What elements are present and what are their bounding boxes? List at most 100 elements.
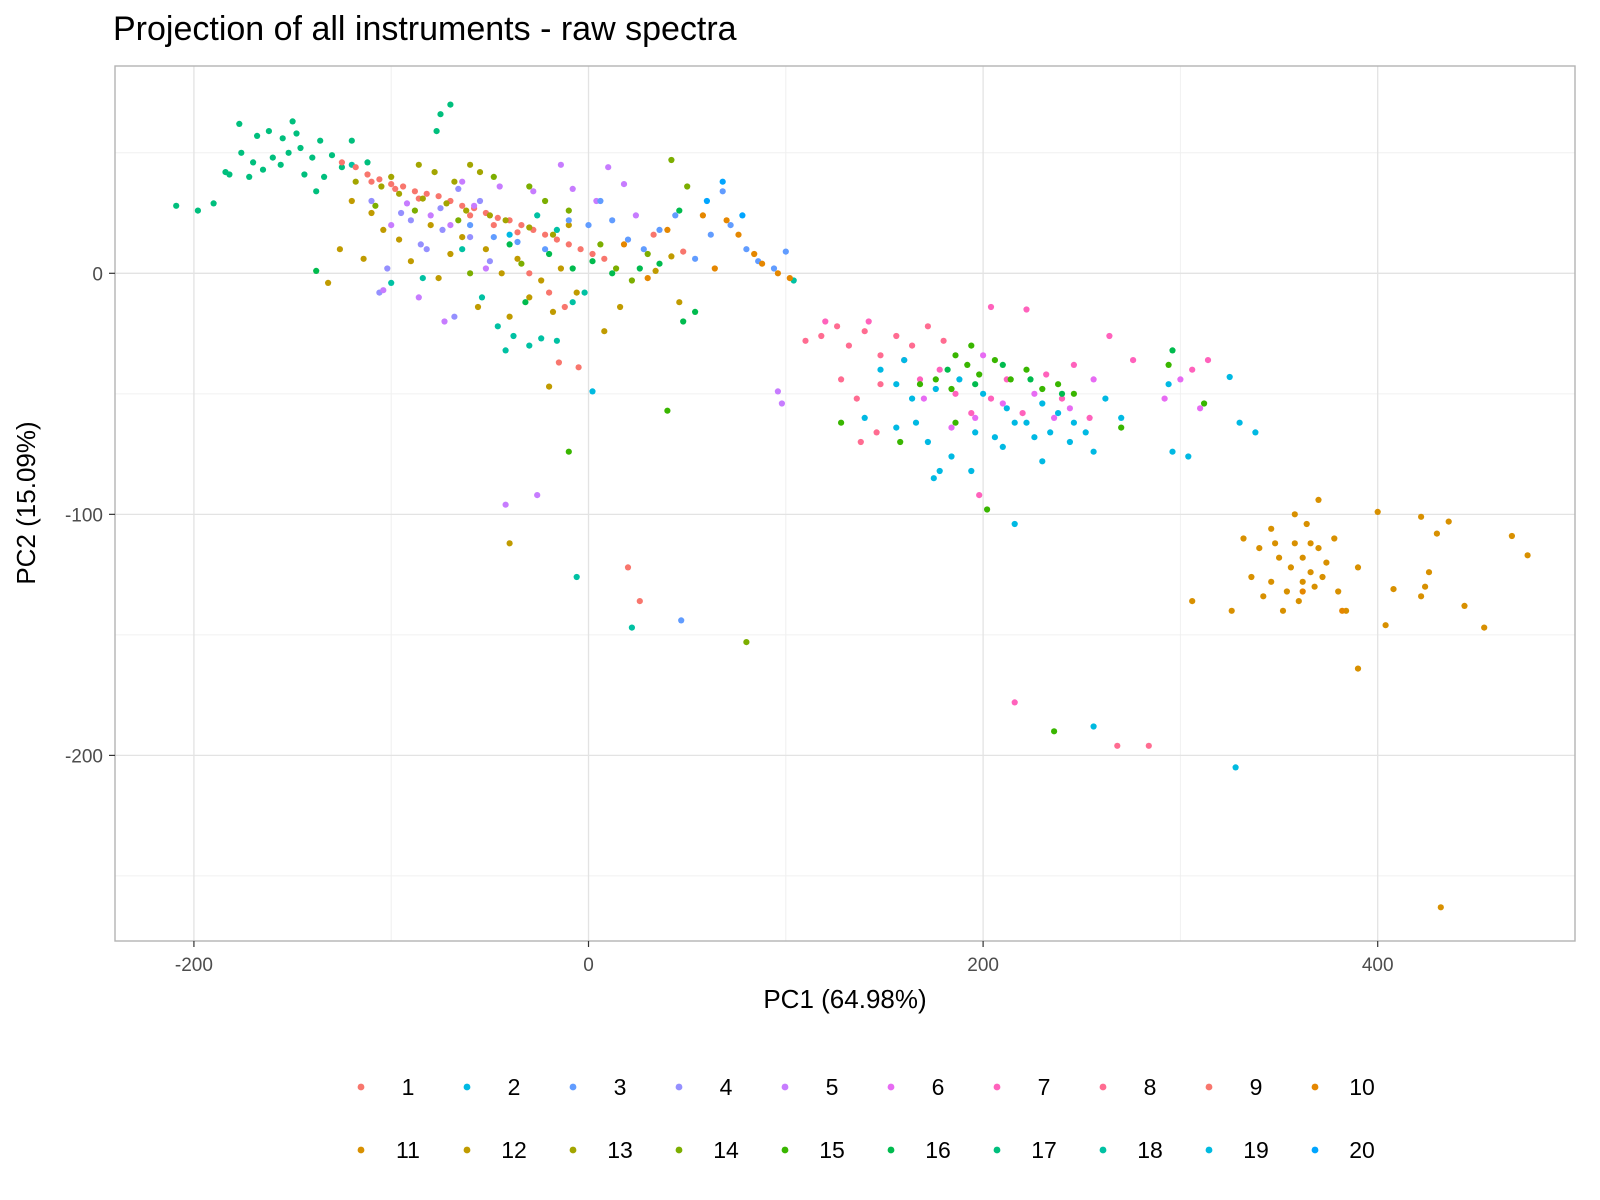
data-point-17 <box>309 154 316 161</box>
data-point-2 <box>1070 419 1077 426</box>
data-point-14 <box>565 207 572 214</box>
data-point-18 <box>538 335 545 342</box>
data-point-3 <box>597 197 604 205</box>
legend-label-5: 5 <box>826 1074 839 1100</box>
x-axis-title: PC1 (64.98%) <box>763 984 926 1014</box>
data-point-17 <box>277 161 284 168</box>
data-point-14 <box>613 265 620 272</box>
data-point-1 <box>400 183 407 190</box>
data-point-3 <box>743 246 750 253</box>
data-point-17 <box>285 149 292 156</box>
data-point-15 <box>565 448 572 455</box>
data-point-19 <box>1232 764 1239 771</box>
data-point-2 <box>968 467 975 475</box>
data-point-15 <box>964 361 971 368</box>
data-point-13 <box>388 173 395 180</box>
data-point-2 <box>1039 458 1046 465</box>
data-point-11 <box>1287 564 1294 571</box>
data-point-3 <box>770 265 778 272</box>
data-point-15 <box>1070 390 1077 397</box>
data-point-7 <box>822 318 829 325</box>
data-point-11 <box>1307 540 1314 547</box>
data-point-2 <box>1055 410 1062 417</box>
data-point-12 <box>617 303 624 311</box>
x-tick-label: 400 <box>1362 955 1394 976</box>
data-point-7 <box>987 303 995 311</box>
y-axis-ticks: 0 -100 -200 <box>65 264 115 767</box>
data-point-2 <box>912 419 920 426</box>
data-point-11 <box>1390 586 1397 593</box>
data-point-5 <box>441 318 448 325</box>
data-point-10 <box>1299 588 1306 595</box>
legend-label-6: 6 <box>932 1074 945 1100</box>
data-point-14 <box>628 277 636 284</box>
data-point-3 <box>585 222 592 229</box>
legend-key-15 <box>781 1146 789 1154</box>
legend-label-15: 15 <box>819 1137 845 1163</box>
data-point-15 <box>1007 376 1014 383</box>
legend-key-2 <box>463 1083 471 1091</box>
data-point-2 <box>893 381 900 388</box>
data-point-13 <box>451 178 458 185</box>
data-point-17 <box>279 135 286 142</box>
data-point-1 <box>459 202 466 209</box>
data-point-2 <box>999 443 1006 450</box>
data-point-1 <box>364 171 371 178</box>
data-point-2 <box>956 376 963 383</box>
data-point-14 <box>372 202 379 209</box>
data-point-15 <box>948 385 955 393</box>
data-point-2 <box>1031 434 1038 441</box>
data-point-1 <box>526 270 533 277</box>
data-point-5 <box>380 287 387 294</box>
data-point-11 <box>1279 607 1287 614</box>
data-point-17 <box>293 130 300 137</box>
data-point-8 <box>838 376 845 383</box>
data-point-8 <box>834 323 841 330</box>
data-point-1 <box>561 303 568 311</box>
data-point-8 <box>1145 742 1152 749</box>
data-point-14 <box>518 260 525 267</box>
data-point-5 <box>632 212 640 219</box>
data-point-7 <box>1086 414 1093 421</box>
data-point-7 <box>1189 366 1196 373</box>
y-axis-title: PC2 (15.09%) <box>11 421 41 584</box>
data-point-5 <box>778 400 786 407</box>
data-point-15 <box>932 376 939 383</box>
data-point-17 <box>348 137 355 144</box>
data-point-16 <box>522 299 529 306</box>
data-point-3 <box>490 234 497 241</box>
data-point-11 <box>1425 569 1433 576</box>
data-point-3 <box>542 246 549 253</box>
data-point-17 <box>437 111 444 118</box>
data-point-5 <box>569 185 576 192</box>
data-point-16 <box>569 265 576 272</box>
data-point-4 <box>407 217 414 224</box>
data-point-1 <box>546 289 553 296</box>
data-point-2 <box>1047 429 1054 436</box>
legend-label-2: 2 <box>508 1074 521 1100</box>
data-point-13 <box>463 207 470 214</box>
data-point-10 <box>786 275 793 282</box>
data-point-12 <box>557 265 565 272</box>
data-point-1 <box>577 246 584 253</box>
data-point-3 <box>719 188 726 195</box>
data-point-18 <box>628 624 636 631</box>
data-point-7 <box>1011 699 1018 706</box>
data-point-17 <box>254 132 261 139</box>
data-point-15 <box>897 438 904 446</box>
data-point-8 <box>924 323 932 330</box>
data-point-11 <box>1272 540 1279 547</box>
data-point-11 <box>1422 583 1429 590</box>
data-point-2 <box>1118 414 1125 421</box>
data-point-11 <box>1260 593 1267 600</box>
data-point-13 <box>526 224 533 231</box>
data-point-18 <box>573 573 580 581</box>
data-point-12 <box>368 209 375 217</box>
legend-key-5 <box>781 1083 789 1091</box>
data-point-11 <box>1323 559 1330 566</box>
data-point-13 <box>396 190 403 197</box>
data-point-11 <box>1276 554 1283 561</box>
data-point-14 <box>542 197 549 205</box>
data-point-2 <box>1102 395 1109 402</box>
data-point-17 <box>447 101 454 108</box>
